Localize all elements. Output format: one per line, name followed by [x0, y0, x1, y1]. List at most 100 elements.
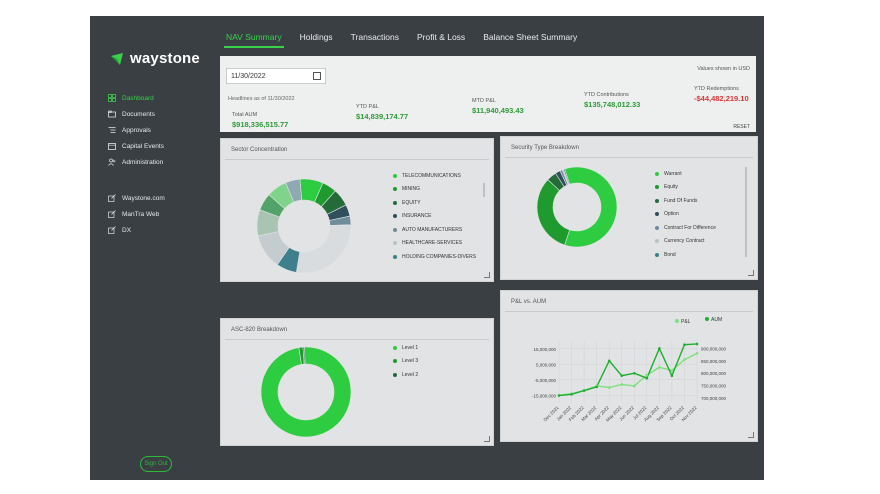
kpi-value: $918,336,515.77 — [232, 120, 289, 129]
legend-item[interactable]: EQUITY — [393, 196, 476, 210]
data-point-pnl — [670, 369, 674, 372]
legend-scrollbar[interactable] — [483, 183, 485, 197]
sidebar-link-waystone[interactable]: Waystone.com — [108, 194, 165, 202]
pie-slice-warrant[interactable] — [564, 167, 617, 247]
pie-slice-healthcare-services[interactable] — [295, 224, 351, 273]
legend-item[interactable]: MINING — [393, 183, 476, 197]
sidebar-item-capital-events[interactable]: Capital Events — [108, 142, 164, 150]
legend-item[interactable]: Fund Of Funds — [655, 194, 716, 208]
legend-label: Fund Of Funds — [664, 197, 698, 204]
legend-scrollbar[interactable] — [745, 167, 747, 257]
legend-item[interactable]: Level 2 — [393, 368, 418, 382]
legend-swatch — [655, 225, 659, 230]
sidebar-item-documents[interactable]: Documents — [108, 110, 155, 118]
legend-item[interactable]: Currency Contract — [655, 235, 716, 249]
resize-handle-icon[interactable] — [484, 272, 490, 278]
legend-swatch — [393, 187, 397, 192]
legend-item[interactable]: Warrant — [655, 167, 716, 181]
kpi-value: -$44,482,219.10 — [694, 94, 749, 103]
pie-slice-level-2[interactable] — [302, 347, 306, 365]
series-line-aum — [558, 343, 698, 397]
sidebar-item-administration[interactable]: Administration — [108, 158, 163, 166]
legend-swatch — [393, 214, 397, 219]
date-field[interactable]: 11/30/2022 — [226, 68, 326, 84]
reset-button[interactable]: RESET — [733, 124, 750, 130]
summary-panel: 11/30/2022 Values shown in USD Headlines… — [220, 56, 756, 132]
sidebar-link-label: DX — [122, 226, 132, 234]
kpi-label: MTD P&L — [472, 98, 496, 104]
data-point-aum — [658, 347, 661, 350]
data-point-aum — [595, 385, 598, 389]
headline-date: Headlines as of 11/30/2022 — [228, 96, 295, 102]
legend-label: Level 3 — [402, 358, 419, 365]
list-check-icon — [108, 127, 116, 133]
external-link-icon — [108, 226, 116, 234]
legend-item[interactable]: Contract For Difference — [655, 221, 716, 235]
sign-out-button[interactable]: Sign Out — [140, 456, 172, 472]
legend-item[interactable]: Level 1 — [393, 341, 418, 355]
legend-label: HOLDING COMPANIES-DIVERS — [402, 253, 477, 260]
legend-item[interactable]: Equity — [655, 181, 716, 195]
data-point-pnl — [683, 358, 686, 361]
pie-slice-level-1[interactable] — [261, 347, 351, 437]
legend-swatch — [393, 173, 397, 178]
waystone-logo-icon — [111, 52, 123, 65]
y-right-tick-label: 700,000,000 — [701, 396, 727, 401]
legend-item[interactable]: AUTO MANUFACTURERS — [393, 223, 476, 237]
legend-item[interactable]: Bond — [655, 248, 716, 262]
asc-820-card: ASC-820 Breakdown Level 1 Level 3 Level … — [220, 318, 494, 446]
sector-concentration-card: Sector Concentration TELECOMMUNICATIONS … — [220, 138, 494, 282]
legend-item[interactable]: Level 3 — [393, 355, 418, 369]
sidebar-item-label: Capital Events — [122, 142, 164, 150]
legend-item[interactable]: HEALTHCARE-SERVICES — [393, 237, 476, 251]
data-point-aum — [570, 393, 573, 396]
pie-slice-bond[interactable] — [563, 168, 570, 185]
divider — [225, 159, 489, 160]
tab-balance-sheet-summary[interactable]: Balance Sheet Summary — [483, 32, 578, 42]
legend-item[interactable]: Option — [655, 208, 716, 222]
security-donut-chart — [537, 167, 617, 247]
data-point-aum — [607, 359, 611, 363]
tab-transactions[interactable]: Transactions — [350, 32, 399, 42]
card-title: P&L vs. AUM — [511, 299, 547, 305]
sidebar-link-dx[interactable]: DX — [108, 226, 131, 234]
legend-label-pnl: P&L — [681, 319, 691, 325]
sidebar-item-approvals[interactable]: Approvals — [108, 126, 151, 134]
pnl-aum-line-chart: 15,000,000 5,000,000 -5,000,000 -15,000,000… — [532, 317, 727, 423]
legend-swatch — [393, 227, 397, 232]
calendar-icon[interactable] — [313, 72, 321, 80]
sidebar-item-label: Approvals — [122, 126, 151, 134]
resize-handle-icon[interactable] — [748, 270, 754, 276]
sector-donut-chart — [257, 179, 351, 273]
tab-holdings[interactable]: Holdings — [299, 32, 333, 42]
kpi-value: $135,748,012.33 — [584, 100, 641, 109]
pie-slice-equity[interactable] — [537, 179, 570, 246]
tab-bar: NAV Summary Holdings Transactions Profit… — [224, 30, 579, 48]
data-point-pnl — [620, 383, 624, 386]
tab-profit-loss[interactable]: Profit & Loss — [417, 32, 466, 42]
pie-slice-other-e[interactable] — [285, 179, 303, 203]
resize-handle-icon[interactable] — [748, 432, 754, 438]
sidebar-item-dashboard[interactable]: Dashboard — [108, 94, 154, 102]
sidebar-link-mantra-web[interactable]: ManTra Web — [108, 210, 159, 218]
card-title: Sector Concentration — [231, 147, 288, 153]
resize-handle-icon[interactable] — [484, 436, 490, 442]
legend-label: Warrant — [664, 170, 682, 177]
legend-swatch — [393, 372, 397, 377]
legend-label: Equity — [664, 184, 678, 191]
sidebar-item-label: Documents — [122, 110, 155, 118]
data-point-aum — [670, 374, 674, 378]
tab-nav-summary[interactable]: NAV Summary — [224, 30, 284, 48]
legend-item[interactable]: TELECOMMUNICATIONS — [393, 169, 476, 183]
legend-item[interactable]: HOLDING COMPANIES-DIVERS — [393, 250, 476, 264]
legend-label: MINING — [402, 186, 421, 193]
kpi-ytd-redemptions: YTD Redemptions -$44,482,219.10 — [694, 86, 749, 103]
kpi-value: $11,940,493.43 — [472, 106, 524, 115]
legend-item[interactable]: INSURANCE — [393, 210, 476, 224]
users-icon — [108, 158, 116, 166]
legend-label: Currency Contract — [664, 238, 705, 245]
legend-label: EQUITY — [402, 199, 421, 206]
kpi-label: YTD Contributions — [584, 92, 629, 98]
data-point-pnl — [645, 373, 649, 377]
legend-label: TELECOMMUNICATIONS — [402, 172, 461, 179]
